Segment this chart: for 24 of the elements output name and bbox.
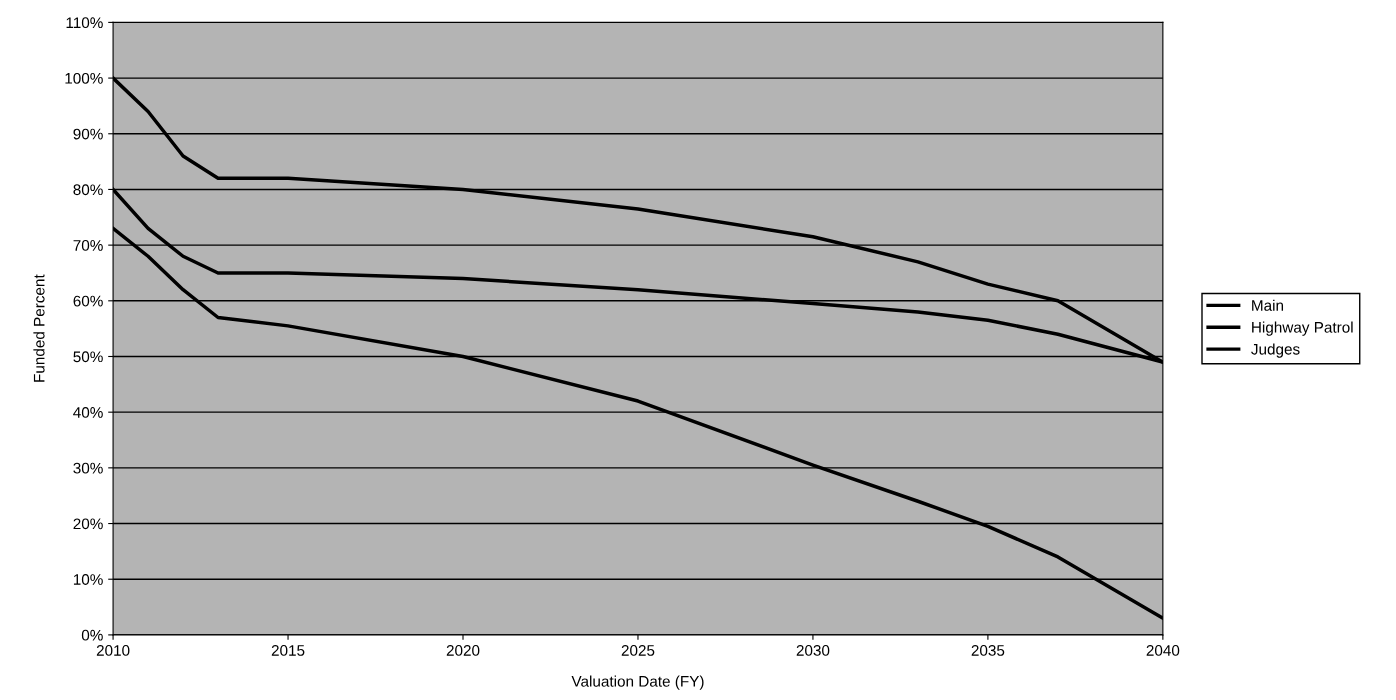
y-tick-label: 0% [81, 629, 103, 641]
y-tick-label: 70% [73, 239, 103, 251]
y-tick-label: 40% [73, 407, 103, 418]
y-axis-title: Funded Percent [33, 274, 45, 382]
y-tick-label: 10% [73, 574, 103, 585]
x-tick-label: 2020 [446, 645, 480, 656]
legend-label: Judges [1251, 343, 1300, 358]
x-tick-label: 2030 [796, 645, 830, 656]
y-tick-label: 20% [73, 518, 103, 530]
x-axis-title: Valuation Date (FY) [571, 675, 704, 690]
x-tick-label: 2035 [971, 645, 1005, 656]
y-tick-label: 50% [73, 351, 103, 363]
x-tick-label: 2010 [96, 645, 130, 656]
y-tick-label: 100% [65, 72, 103, 84]
y-tick-label: 90% [73, 128, 103, 140]
y-tick-label: 110% [66, 17, 103, 29]
y-tick-label: 80% [73, 184, 103, 196]
x-tick-label: 2025 [621, 645, 655, 656]
legend-label: Highway Patrol [1252, 321, 1353, 336]
x-tick-label: 2015 [271, 645, 305, 656]
y-tick-label: 30% [73, 462, 103, 474]
legend-label: Main [1252, 299, 1284, 311]
x-tick-label: 2040 [1146, 645, 1180, 656]
y-tick-label: 60% [73, 295, 103, 307]
